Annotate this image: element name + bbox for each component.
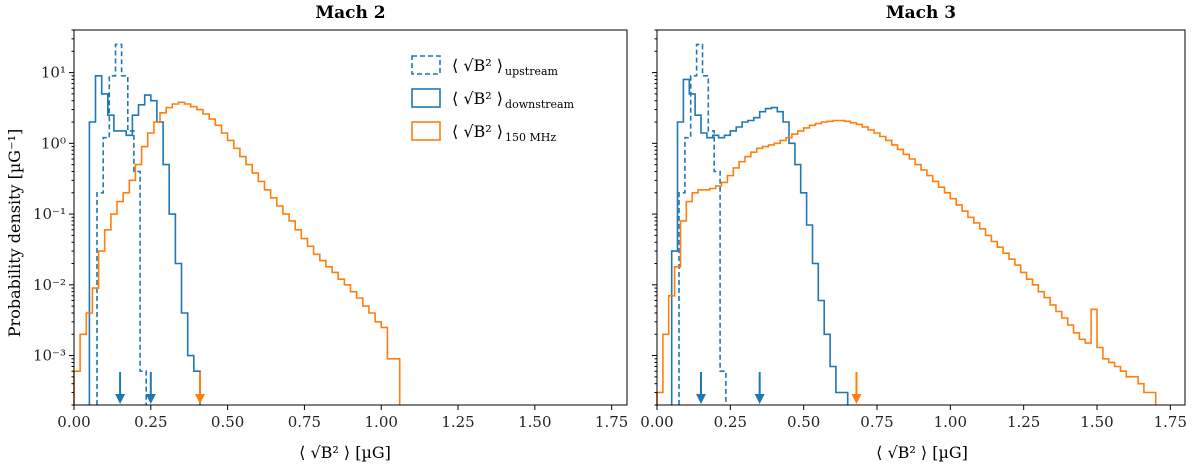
hist-upstream bbox=[678, 43, 727, 405]
panel-title: Mach 2 bbox=[315, 3, 385, 23]
y-tick-label: 10¹ bbox=[41, 64, 66, 82]
x-axis-label: ⟨ √B² ⟩ [µG] bbox=[299, 443, 391, 462]
x-tick-label: 1.25 bbox=[441, 413, 474, 431]
hist-150-mhz bbox=[656, 119, 1157, 405]
legend-label: ⟨ √B² ⟩ downstream bbox=[452, 89, 575, 111]
axes-frame bbox=[656, 29, 1186, 406]
mean-arrow bbox=[754, 372, 765, 404]
y-axis-label: Probability density [µG⁻¹] bbox=[5, 129, 24, 337]
legend-swatch bbox=[411, 121, 441, 141]
legend-swatch bbox=[411, 88, 441, 108]
x-tick-label: 0.75 bbox=[288, 413, 321, 431]
x-tick-label: 0.25 bbox=[134, 413, 167, 431]
x-tick-label: 0.50 bbox=[211, 413, 244, 431]
x-tick-label: 1.00 bbox=[365, 413, 398, 431]
x-tick-label: 0.00 bbox=[57, 413, 90, 431]
legend-entry: ⟨ √B² ⟩ 150 MHz bbox=[411, 121, 556, 144]
mean-arrow bbox=[851, 372, 862, 404]
x-tick-label: 0.50 bbox=[787, 413, 820, 431]
x-axis-label: ⟨ √B² ⟩ [µG] bbox=[876, 443, 968, 462]
x-tick-label: 1.75 bbox=[1154, 413, 1187, 431]
x-tick-label: 1.75 bbox=[595, 413, 628, 431]
legend-entry: ⟨ √B² ⟩ upstream bbox=[411, 55, 559, 78]
y-tick-label: 10⁰ bbox=[41, 134, 66, 152]
x-tick-label: 1.00 bbox=[934, 413, 967, 431]
mean-arrow bbox=[115, 372, 126, 404]
y-tick-label: 10⁻³ bbox=[33, 347, 66, 365]
y-tick-label: 10⁻¹ bbox=[33, 205, 66, 223]
hist-upstream bbox=[96, 43, 147, 405]
legend: ⟨ √B² ⟩ upstream ⟨ √B² ⟩ downstream ⟨ √B² ⟩ 1… bbox=[411, 55, 575, 144]
axes-frame bbox=[73, 29, 628, 406]
mean-arrow bbox=[696, 372, 706, 404]
panel-mach-3: Mach 3 0.00 0.25 0.50 0.75 1.00 1.25 1.50 1.75 ⟨ … bbox=[640, 3, 1187, 462]
legend-label: ⟨ √B² ⟩ upstream bbox=[452, 56, 559, 78]
panel-title: Mach 3 bbox=[886, 3, 956, 23]
x-tick-label: 1.50 bbox=[518, 413, 551, 431]
legend-entry: ⟨ √B² ⟩ downstream bbox=[411, 88, 575, 111]
y-tick-label: 10⁻² bbox=[33, 276, 66, 294]
mean-arrow bbox=[194, 372, 205, 404]
hist-downstream bbox=[670, 78, 849, 405]
x-tick-label: 0.75 bbox=[860, 413, 893, 431]
x-tick-label: 0.00 bbox=[640, 413, 673, 431]
x-tick-label: 1.50 bbox=[1080, 413, 1113, 431]
legend-label: ⟨ √B² ⟩ 150 MHz bbox=[452, 122, 556, 144]
mean-arrow bbox=[145, 372, 156, 404]
hist-downstream bbox=[88, 75, 201, 405]
legend-swatch bbox=[411, 55, 441, 75]
x-tick-label: 1.25 bbox=[1007, 413, 1040, 431]
panel-mach-2: Mach 2 0.00 0.25 0.50 0.75 1.00 1.25 1.50 1.75 10… bbox=[33, 3, 628, 462]
x-tick-label: 0.25 bbox=[714, 413, 747, 431]
hist-150-mhz bbox=[73, 101, 401, 405]
